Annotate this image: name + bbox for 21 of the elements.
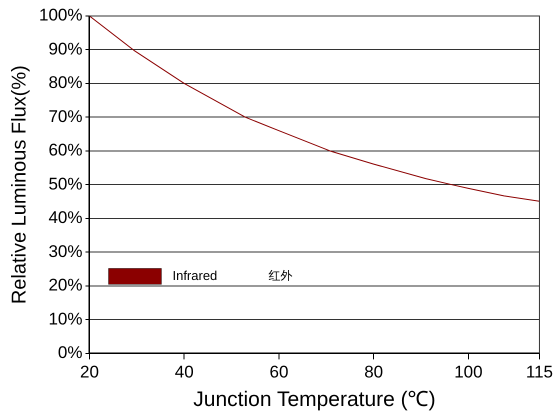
y-tick-label: 20% xyxy=(48,276,82,295)
y-tick-label: 50% xyxy=(48,174,82,194)
y-tick-label: 0% xyxy=(58,343,82,362)
x-tick-label: 20 xyxy=(80,362,99,382)
y-tick-label: 40% xyxy=(48,208,82,228)
y-axis-title: Relative Luminous Flux(%) xyxy=(8,65,31,304)
y-tick-label: 70% xyxy=(48,106,82,126)
y-tick-label: 80% xyxy=(48,73,82,92)
y-tick-label: 90% xyxy=(48,39,82,58)
y-tick-label: 30% xyxy=(48,242,82,261)
y-tick-label: 60% xyxy=(48,140,82,160)
x-tick-label: 115 xyxy=(526,362,554,382)
x-tick-label: 40 xyxy=(174,362,194,382)
x-tick-label: 100 xyxy=(454,362,483,382)
x-tick-label: 60 xyxy=(269,362,288,382)
x-axis-title: Junction Temperature (℃) xyxy=(193,388,436,412)
x-tick-label: 80 xyxy=(364,362,384,382)
y-tick-label: 100% xyxy=(38,6,82,25)
legend-label: Infrared xyxy=(172,268,218,283)
annotation: 红外 xyxy=(268,268,292,283)
y-tick-label: 10% xyxy=(48,309,82,328)
